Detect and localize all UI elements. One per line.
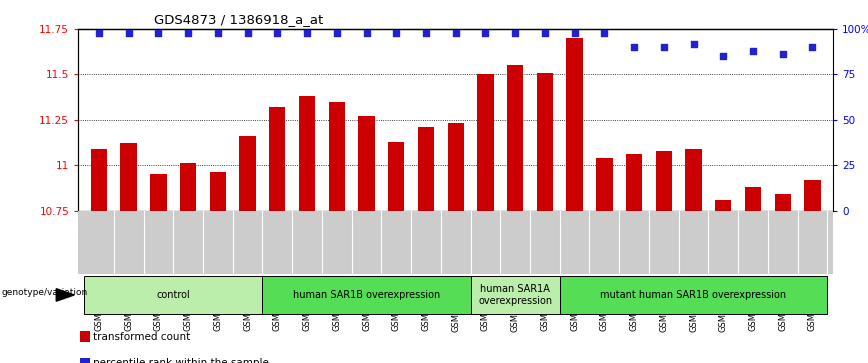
Bar bbox=[536, 73, 553, 211]
Point bbox=[657, 44, 671, 50]
Bar bbox=[596, 158, 613, 211]
Point bbox=[449, 30, 463, 36]
Text: human SAR1A
overexpression: human SAR1A overexpression bbox=[478, 284, 552, 306]
Point bbox=[389, 30, 403, 36]
Point bbox=[300, 30, 314, 36]
Point bbox=[122, 30, 135, 36]
Point bbox=[597, 30, 611, 36]
Point bbox=[538, 30, 552, 36]
Point bbox=[478, 30, 492, 36]
Point bbox=[92, 30, 106, 36]
Point bbox=[151, 30, 165, 36]
Bar bbox=[655, 151, 672, 211]
Point bbox=[270, 30, 284, 36]
Bar bbox=[626, 154, 642, 211]
Bar bbox=[507, 65, 523, 211]
Bar bbox=[418, 127, 434, 211]
Bar bbox=[358, 116, 375, 211]
Bar bbox=[388, 142, 404, 211]
Bar bbox=[210, 172, 226, 211]
Bar bbox=[80, 331, 90, 342]
Point bbox=[330, 30, 344, 36]
Point bbox=[806, 44, 819, 50]
Bar bbox=[121, 143, 137, 211]
Bar bbox=[269, 107, 286, 211]
Bar bbox=[805, 180, 820, 211]
Point bbox=[776, 52, 790, 57]
Bar bbox=[80, 358, 90, 363]
Point bbox=[568, 30, 582, 36]
Text: transformed count: transformed count bbox=[93, 332, 191, 342]
Point bbox=[687, 41, 700, 46]
Bar bbox=[686, 149, 701, 211]
Text: human SAR1B overexpression: human SAR1B overexpression bbox=[293, 290, 440, 300]
Bar bbox=[560, 276, 827, 314]
Polygon shape bbox=[56, 289, 74, 301]
Bar bbox=[329, 102, 345, 211]
Bar bbox=[567, 38, 582, 211]
Point bbox=[240, 30, 254, 36]
Text: genotype/variation: genotype/variation bbox=[2, 288, 88, 297]
Bar bbox=[262, 276, 470, 314]
Point bbox=[509, 30, 523, 36]
Bar bbox=[84, 276, 262, 314]
Bar bbox=[150, 174, 167, 211]
Point bbox=[746, 48, 760, 54]
Point bbox=[716, 53, 730, 59]
Bar bbox=[299, 96, 315, 211]
Bar bbox=[240, 136, 256, 211]
Bar bbox=[448, 123, 464, 211]
Bar bbox=[715, 200, 732, 211]
Bar bbox=[470, 276, 560, 314]
Text: GDS4873 / 1386918_a_at: GDS4873 / 1386918_a_at bbox=[154, 13, 323, 26]
Point bbox=[181, 30, 195, 36]
Bar bbox=[91, 149, 107, 211]
Bar bbox=[477, 74, 494, 211]
Bar bbox=[745, 187, 761, 211]
Text: mutant human SAR1B overexpression: mutant human SAR1B overexpression bbox=[601, 290, 786, 300]
Bar bbox=[180, 163, 196, 211]
Point bbox=[359, 30, 373, 36]
Text: percentile rank within the sample: percentile rank within the sample bbox=[93, 358, 269, 363]
Bar bbox=[774, 194, 791, 211]
Text: control: control bbox=[156, 290, 190, 300]
Point bbox=[211, 30, 225, 36]
Point bbox=[419, 30, 433, 36]
Point bbox=[628, 44, 641, 50]
